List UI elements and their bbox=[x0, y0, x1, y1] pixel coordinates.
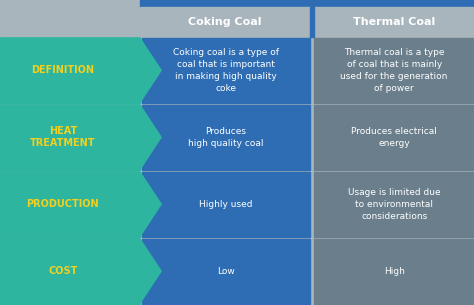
Bar bbox=[140, 7, 310, 37]
Text: Produces
high quality coal: Produces high quality coal bbox=[188, 127, 264, 148]
Text: Highly used: Highly used bbox=[200, 200, 253, 209]
Bar bbox=[314, 7, 474, 37]
Text: Thermal coal is a type
of coal that is mainly
used for the generation
of power: Thermal coal is a type of coal that is m… bbox=[340, 48, 448, 92]
Bar bbox=[314, 239, 474, 303]
Bar bbox=[140, 0, 474, 7]
Text: HEAT
TREATMENT: HEAT TREATMENT bbox=[30, 127, 96, 148]
Text: Produces electrical
energy: Produces electrical energy bbox=[351, 127, 437, 148]
Bar bbox=[314, 172, 474, 237]
Bar bbox=[0, 172, 140, 237]
Bar bbox=[0, 239, 140, 303]
Text: PRODUCTION: PRODUCTION bbox=[27, 199, 99, 209]
Polygon shape bbox=[0, 239, 161, 303]
Bar bbox=[142, 172, 310, 237]
Text: Thermal Coal: Thermal Coal bbox=[353, 17, 435, 27]
Text: COST: COST bbox=[48, 266, 78, 276]
Text: High: High bbox=[383, 267, 405, 276]
Text: Coking coal is a type of
coal that is important
in making high quality
coke: Coking coal is a type of coal that is im… bbox=[173, 48, 279, 92]
Text: Low: Low bbox=[217, 267, 235, 276]
Bar bbox=[0, 38, 140, 103]
Text: Coking Coal: Coking Coal bbox=[188, 17, 262, 27]
Polygon shape bbox=[0, 38, 161, 103]
Bar bbox=[314, 105, 474, 170]
Bar bbox=[0, 105, 140, 170]
Text: DEFINITION: DEFINITION bbox=[31, 65, 94, 75]
Bar bbox=[310, 7, 314, 37]
Polygon shape bbox=[0, 172, 161, 237]
Bar bbox=[142, 105, 310, 170]
Bar bbox=[142, 38, 310, 103]
Polygon shape bbox=[0, 105, 161, 170]
Bar bbox=[314, 38, 474, 103]
Text: Usage is limited due
to environmental
considerations: Usage is limited due to environmental co… bbox=[348, 188, 440, 221]
Bar bbox=[142, 239, 310, 303]
